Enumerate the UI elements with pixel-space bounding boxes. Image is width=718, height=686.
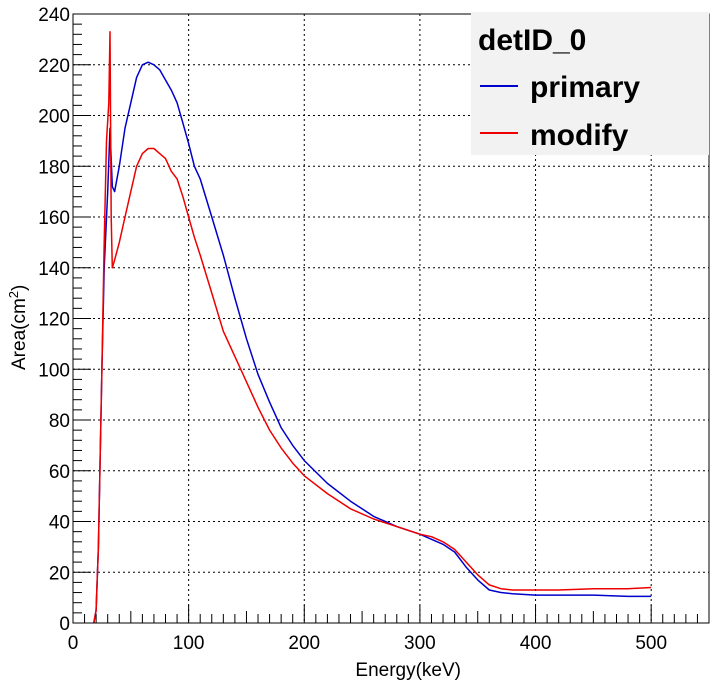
legend-label-modify: modify	[530, 119, 629, 152]
y-axis-title-superscript: 2	[6, 291, 21, 298]
y-tick-label: 140	[38, 259, 70, 280]
x-tick-label: 500	[635, 633, 667, 654]
series-layer	[93, 31, 652, 624]
x-tick-label: 0	[68, 633, 79, 654]
legend-label-primary: primary	[530, 71, 640, 104]
y-axis-title: Area(cm2)	[6, 285, 30, 370]
y-tick-label: 160	[38, 208, 70, 229]
tick-labels: 0 100 200 300 400 500 0 20 40 60 80 100 120 140 160 180…	[38, 5, 667, 654]
y-tick-label: 0	[59, 614, 70, 635]
x-tick-label: 100	[173, 633, 205, 654]
y-tick-label: 20	[49, 563, 70, 584]
y-tick-label: 180	[38, 157, 70, 178]
x-tick-label: 400	[520, 633, 552, 654]
x-axis-title: Energy(keV)	[355, 660, 461, 681]
y-tick-label: 200	[38, 107, 70, 128]
y-tick-label: 100	[38, 360, 70, 381]
legend-header: detID_0	[478, 24, 586, 57]
x-tick-label: 200	[288, 633, 320, 654]
y-tick-label: 60	[49, 462, 70, 483]
series-line-primary	[93, 61, 652, 624]
y-tick-label: 40	[49, 513, 70, 534]
y-tick-label: 120	[38, 310, 70, 331]
series-line-modify	[93, 31, 652, 624]
legend-box	[471, 12, 709, 155]
y-axis-title-close: )	[9, 285, 30, 291]
y-tick-label: 240	[38, 5, 70, 26]
y-tick-label: 80	[49, 411, 70, 432]
axes	[72, 13, 710, 624]
y-tick-label: 220	[38, 56, 70, 77]
y-axis-title-main: Area(cm	[9, 298, 30, 370]
x-tick-label: 300	[404, 633, 436, 654]
legend: detID_0 primary modify	[471, 12, 709, 155]
